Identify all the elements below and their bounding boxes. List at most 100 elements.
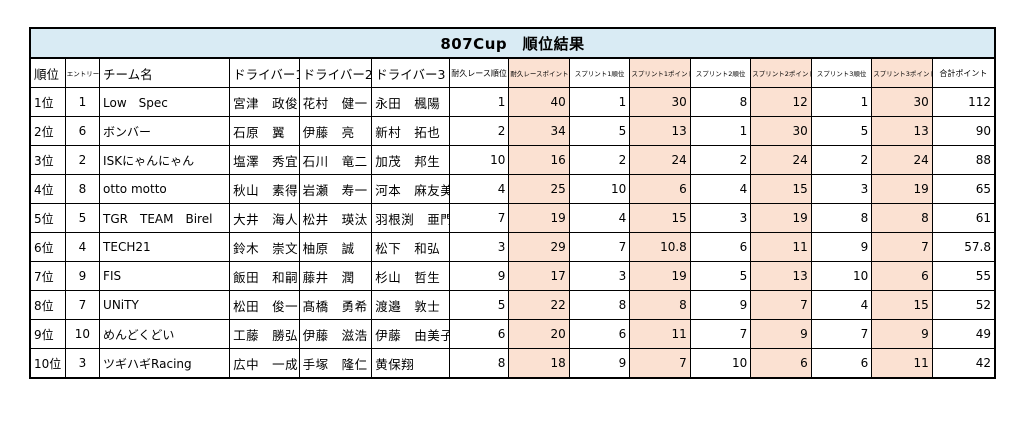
team-name: FIS bbox=[99, 261, 231, 291]
total-points: 112 bbox=[931, 87, 996, 117]
endurance-rank: 2 bbox=[448, 116, 510, 146]
sprint3-rank: 3 bbox=[810, 174, 873, 204]
driver2-name: 石川 竜二 bbox=[298, 145, 373, 175]
rank-cell: 2位 bbox=[29, 116, 66, 146]
driver1-name: 石原 翼 bbox=[229, 116, 300, 146]
sprint2-rank: 7 bbox=[689, 319, 752, 349]
endurance-points: 19 bbox=[508, 203, 570, 233]
sprint2-points: 12 bbox=[750, 87, 812, 117]
sprint1-rank: 8 bbox=[568, 290, 631, 320]
entry-number: 5 bbox=[64, 203, 101, 233]
table-row: 9位 10 めんどくどい 工藤 勝弘 伊藤 滋浩 伊藤 由美子 6 20 6 11 7 9 7 9 49 bbox=[29, 319, 996, 349]
sprint1-rank: 5 bbox=[568, 116, 631, 146]
table-row: 4位 8 otto motto 秋山 素得 岩瀬 寿一 河本 麻友美 4 25 10 6 4 15 3 1… bbox=[29, 174, 996, 204]
sprint2-points: 15 bbox=[750, 174, 812, 204]
driver2-name: 手塚 隆仁 bbox=[298, 348, 373, 379]
results-body: 1位 1 Low Spec 宮津 政俊 花村 健一 永田 楓陽 1 40 1 30 8 12 1 30 11… bbox=[29, 87, 996, 379]
endurance-rank: 7 bbox=[448, 203, 510, 233]
team-name: ボンバー bbox=[99, 116, 231, 146]
sprint1-rank: 9 bbox=[568, 348, 631, 379]
driver1-name: 飯田 和嗣 bbox=[229, 261, 300, 291]
sprint2-rank: 1 bbox=[689, 116, 752, 146]
table-row: 8位 7 UNiTY 松田 俊一 髙橋 勇希 渡邉 敦士 5 22 8 8 9 7 4 15 52 bbox=[29, 290, 996, 320]
sprint2-points: 30 bbox=[750, 116, 812, 146]
driver1-name: 大井 海人 bbox=[229, 203, 300, 233]
sprint1-points: 19 bbox=[629, 261, 691, 291]
endurance-rank: 3 bbox=[448, 232, 510, 262]
total-points: 61 bbox=[931, 203, 996, 233]
sprint1-rank: 2 bbox=[568, 145, 631, 175]
endurance-points: 17 bbox=[508, 261, 570, 291]
entry-number: 6 bbox=[64, 116, 101, 146]
header-driver3: ドライバー3 bbox=[371, 57, 450, 88]
sprint2-points: 19 bbox=[750, 203, 812, 233]
sprint3-points: 8 bbox=[871, 203, 933, 233]
sprint2-points: 9 bbox=[750, 319, 812, 349]
driver2-name: 伊藤 亮 bbox=[298, 116, 373, 146]
sprint1-rank: 4 bbox=[568, 203, 631, 233]
team-name: otto motto bbox=[99, 174, 231, 204]
header-driver2: ドライバー2 bbox=[298, 57, 373, 88]
table-row: 1位 1 Low Spec 宮津 政俊 花村 健一 永田 楓陽 1 40 1 30 8 12 1 30 11… bbox=[29, 87, 996, 117]
driver3-name: 伊藤 由美子 bbox=[371, 319, 450, 349]
sprint2-rank: 9 bbox=[689, 290, 752, 320]
header-sprint3-points: スプリント3ポイント bbox=[871, 57, 933, 88]
sprint1-rank: 6 bbox=[568, 319, 631, 349]
table-row: 10位 3 ツギハギRacing 広中 一成 手塚 隆仁 黄保翔 8 18 9 7 10 6 6 11 42 bbox=[29, 348, 996, 379]
driver1-name: 宮津 政俊 bbox=[229, 87, 300, 117]
entry-number: 4 bbox=[64, 232, 101, 262]
team-name: UNiTY bbox=[99, 290, 231, 320]
endurance-rank: 6 bbox=[448, 319, 510, 349]
sprint3-points: 24 bbox=[871, 145, 933, 175]
table-row: 2位 6 ボンバー 石原 翼伊藤 亮新村 拓也 2 34 5 13 1 30 5 13 90 bbox=[29, 116, 996, 146]
sprint3-rank: 5 bbox=[810, 116, 873, 146]
entry-number: 8 bbox=[64, 174, 101, 204]
header-sprint3-rank: スプリント3順位 bbox=[810, 57, 873, 88]
header-total: 合計ポイント bbox=[931, 57, 996, 88]
table-row: 6位 4 TECH21 鈴木 崇文 柚原 誠松下 和弘 3 29 7 10.8 6 11 9 7 57.8 bbox=[29, 232, 996, 262]
sprint3-rank: 2 bbox=[810, 145, 873, 175]
endurance-rank: 4 bbox=[448, 174, 510, 204]
team-name: TECH21 bbox=[99, 232, 231, 262]
total-points: 88 bbox=[931, 145, 996, 175]
sprint2-rank: 6 bbox=[689, 232, 752, 262]
total-points: 55 bbox=[931, 261, 996, 291]
sprint3-points: 13 bbox=[871, 116, 933, 146]
driver3-name: 杉山 哲生 bbox=[371, 261, 450, 291]
total-points: 49 bbox=[931, 319, 996, 349]
sprint2-rank: 8 bbox=[689, 87, 752, 117]
header-team: チーム名 bbox=[99, 57, 231, 88]
driver1-name: 工藤 勝弘 bbox=[229, 319, 300, 349]
entry-number: 7 bbox=[64, 290, 101, 320]
total-points: 65 bbox=[931, 174, 996, 204]
sprint2-rank: 4 bbox=[689, 174, 752, 204]
endurance-rank: 10 bbox=[448, 145, 510, 175]
header-sprint1-points: スプリント1ポイント bbox=[629, 57, 691, 88]
sprint3-rank: 10 bbox=[810, 261, 873, 291]
table-row: 3位 2 ISKにゃんにゃん 塩澤 秀宜 石川 竜二 加茂 邦生 10 16 2 24 2 24 2 24… bbox=[29, 145, 996, 175]
endurance-points: 20 bbox=[508, 319, 570, 349]
sprint1-rank: 3 bbox=[568, 261, 631, 291]
header-entry: エントリーNO bbox=[64, 57, 101, 88]
sprint2-points: 6 bbox=[750, 348, 812, 379]
sprint1-points: 6 bbox=[629, 174, 691, 204]
rank-cell: 6位 bbox=[29, 232, 66, 262]
entry-number: 1 bbox=[64, 87, 101, 117]
team-name: TGR TEAM Birel bbox=[99, 203, 231, 233]
team-name: めんどくどい bbox=[99, 319, 231, 349]
sprint1-points: 10.8 bbox=[629, 232, 691, 262]
endurance-points: 22 bbox=[508, 290, 570, 320]
sprint1-points: 24 bbox=[629, 145, 691, 175]
table-row: 5位 5 TGR TEAM Birel 大井 海人 松井 瑛汰 羽根渕 亜門 7 19 4 15 3… bbox=[29, 203, 996, 233]
sprint3-rank: 6 bbox=[810, 348, 873, 379]
total-points: 57.8 bbox=[931, 232, 996, 262]
header-sprint2-points: スプリント2ポイント bbox=[750, 57, 812, 88]
sprint2-rank: 3 bbox=[689, 203, 752, 233]
rank-cell: 4位 bbox=[29, 174, 66, 204]
driver1-name: 広中 一成 bbox=[229, 348, 300, 379]
sprint3-points: 7 bbox=[871, 232, 933, 262]
entry-number: 3 bbox=[64, 348, 101, 379]
sprint2-rank: 2 bbox=[689, 145, 752, 175]
driver3-name: 渡邉 敦士 bbox=[371, 290, 450, 320]
endurance-rank: 5 bbox=[448, 290, 510, 320]
